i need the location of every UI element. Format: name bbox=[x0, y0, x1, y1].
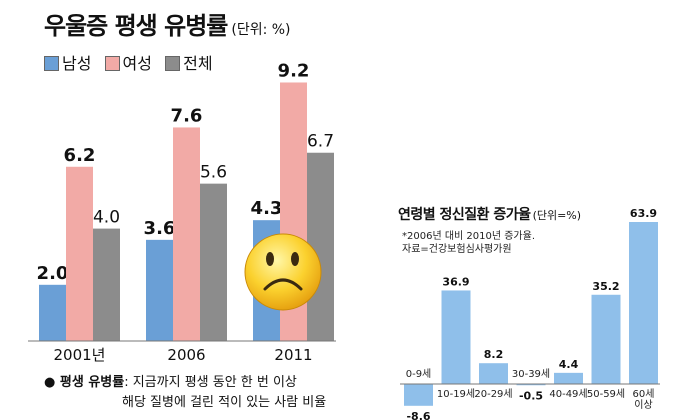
data-label-1-2: 3.6 bbox=[144, 218, 176, 239]
age-tick-label-6: 50-59세 bbox=[587, 388, 625, 400]
data-label-1-1: 2.0 bbox=[37, 263, 69, 284]
left-chart-title-text: 우울증 평생 유병률 bbox=[44, 12, 228, 40]
emoji-face bbox=[244, 233, 322, 311]
right-chart-unit: (단위=%) bbox=[532, 209, 582, 222]
right-chart-header: 연령별 정신질환 증가율 (단위=%) *2006년 대비 2010년 증가율. … bbox=[398, 204, 581, 256]
footnote-line1: : 지금까지 평생 동안 한 번 이상 bbox=[124, 375, 297, 390]
age-tick-label-part: 0-9세 bbox=[406, 368, 432, 380]
x-tick-label-1: 2001년 bbox=[54, 346, 106, 364]
left-chart-legend: 남성 여성 전체 bbox=[44, 50, 221, 74]
left-chart-title: 우울증 평생 유병률 (단위: %) bbox=[44, 6, 291, 41]
left-chart-unit: (단위: %) bbox=[231, 22, 291, 38]
right-chart-notes: *2006년 대비 2010년 증가율. 자료=건강보험심사평가원 bbox=[398, 230, 581, 256]
footnote-key: ● 평생 유병률 bbox=[44, 375, 125, 390]
legend-item-female: 여성 bbox=[104, 50, 152, 74]
right-chart-source: 자료=건강보험심사평가원 bbox=[402, 244, 512, 255]
age-tick-label-3: 20-29세 bbox=[474, 388, 512, 400]
legend-label-female: 여성 bbox=[122, 54, 152, 73]
increase-value-label-5: 4.4 bbox=[559, 358, 579, 371]
age-tick-label-5: 40-49세 bbox=[549, 388, 587, 400]
right-chart-title: 연령별 정신질환 증가율 bbox=[398, 207, 531, 223]
age-tick-label-1: 0-9세 bbox=[406, 368, 432, 380]
bar-3-2 bbox=[200, 183, 227, 341]
increase-bar-3 bbox=[479, 363, 508, 384]
bar-3-1 bbox=[93, 228, 120, 341]
increase-value-label-4: -0.5 bbox=[519, 389, 543, 402]
increase-bar-7 bbox=[629, 222, 658, 384]
data-label-1-3: 4.3 bbox=[251, 198, 283, 219]
emoji-left-eye bbox=[266, 252, 274, 266]
increase-bar-2 bbox=[441, 290, 471, 384]
legend-label-total: 전체 bbox=[183, 54, 213, 73]
age-tick-label-4: 30-39세 bbox=[512, 368, 550, 380]
age-tick-label-part: 이상 bbox=[634, 399, 652, 411]
increase-bar-4 bbox=[516, 384, 546, 386]
age-tick-label-part: 50-59세 bbox=[587, 388, 625, 400]
increase-value-label-1: -8.6 bbox=[406, 410, 430, 420]
age-tick-label-2: 10-19세 bbox=[437, 388, 475, 400]
data-label-3-1: 4.0 bbox=[93, 208, 120, 228]
increase-bar-1 bbox=[404, 384, 433, 406]
data-label-2-3: 9.2 bbox=[278, 60, 310, 81]
x-tick-label-2: 2006 bbox=[167, 346, 205, 364]
increase-value-label-6: 35.2 bbox=[592, 280, 619, 293]
increase-bar-6 bbox=[591, 294, 621, 384]
increase-bar-5 bbox=[554, 372, 583, 384]
right-chart-note: *2006년 대비 2010년 증가율. bbox=[402, 231, 536, 242]
age-tick-label-part: 20-29세 bbox=[474, 388, 512, 400]
legend-item-male: 남성 bbox=[44, 50, 91, 74]
increase-value-label-2: 36.9 bbox=[442, 275, 469, 288]
increase-value-label-7: 63.9 bbox=[630, 207, 657, 220]
data-label-3-3: 6.7 bbox=[307, 132, 334, 152]
x-tick-label-3: 2011 bbox=[274, 346, 312, 364]
bar-2-2 bbox=[173, 127, 200, 341]
data-label-3-2: 5.6 bbox=[200, 163, 227, 183]
age-tick-label-part: 30-39세 bbox=[512, 368, 550, 380]
emoji-frown bbox=[263, 278, 303, 291]
left-chart-footnote: ● 평생 유병률: 지금까지 평생 동안 한 번 이상 해당 질병에 걸린 적이… bbox=[44, 373, 326, 413]
legend-label-male: 남성 bbox=[62, 54, 92, 73]
emoji-right-eye bbox=[291, 252, 299, 266]
footnote-line2: 해당 질병에 걸린 적이 있는 사람 비율 bbox=[122, 395, 327, 410]
data-label-2-2: 7.6 bbox=[171, 105, 203, 126]
legend-swatch-total bbox=[165, 56, 181, 71]
age-tick-label-part: 60세 bbox=[633, 388, 655, 400]
data-label-2-1: 6.2 bbox=[64, 145, 96, 166]
bar-1-1 bbox=[39, 284, 66, 341]
age-tick-label-part: 40-49세 bbox=[549, 388, 587, 400]
age-tick-label-part: 10-19세 bbox=[437, 388, 475, 400]
age-tick-label-7: 60세 이상 bbox=[633, 388, 655, 411]
legend-swatch-female bbox=[104, 56, 120, 71]
legend-swatch-male bbox=[44, 56, 59, 71]
increase-value-label-3: 8.2 bbox=[484, 348, 504, 361]
bar-1-2 bbox=[146, 239, 173, 341]
legend-item-total: 전체 bbox=[165, 50, 213, 74]
bar-2-1 bbox=[66, 166, 93, 341]
